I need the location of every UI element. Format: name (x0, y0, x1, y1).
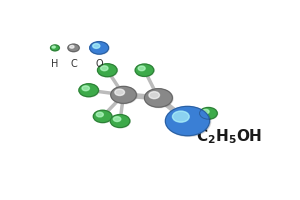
Circle shape (68, 44, 79, 52)
Circle shape (96, 112, 103, 117)
Circle shape (70, 45, 74, 48)
Circle shape (145, 89, 172, 107)
Circle shape (167, 107, 211, 136)
Circle shape (113, 117, 121, 122)
Circle shape (135, 64, 154, 76)
Circle shape (145, 89, 173, 108)
Text: H: H (51, 59, 58, 69)
Circle shape (80, 84, 99, 97)
Circle shape (50, 45, 59, 51)
Circle shape (93, 110, 112, 123)
Circle shape (172, 111, 189, 122)
Circle shape (90, 42, 109, 54)
Text: $\mathregular{C_2H_5OH}$: $\mathregular{C_2H_5OH}$ (196, 127, 262, 146)
Circle shape (111, 87, 137, 104)
Circle shape (98, 64, 117, 77)
Circle shape (149, 92, 160, 99)
Circle shape (200, 107, 217, 119)
Circle shape (51, 45, 60, 51)
Circle shape (90, 42, 109, 54)
Text: C: C (70, 59, 77, 69)
Circle shape (138, 66, 145, 71)
Circle shape (111, 115, 130, 128)
Circle shape (165, 106, 210, 136)
Circle shape (202, 109, 209, 114)
Text: O: O (95, 59, 103, 69)
Circle shape (79, 84, 98, 97)
Circle shape (98, 64, 118, 77)
Circle shape (82, 86, 89, 91)
Circle shape (52, 46, 55, 48)
Circle shape (110, 115, 130, 127)
Circle shape (115, 89, 124, 96)
Circle shape (68, 44, 80, 52)
Circle shape (100, 66, 108, 71)
Circle shape (136, 64, 154, 77)
Circle shape (200, 108, 218, 119)
Circle shape (93, 44, 100, 48)
Circle shape (94, 111, 112, 123)
Circle shape (111, 86, 136, 103)
